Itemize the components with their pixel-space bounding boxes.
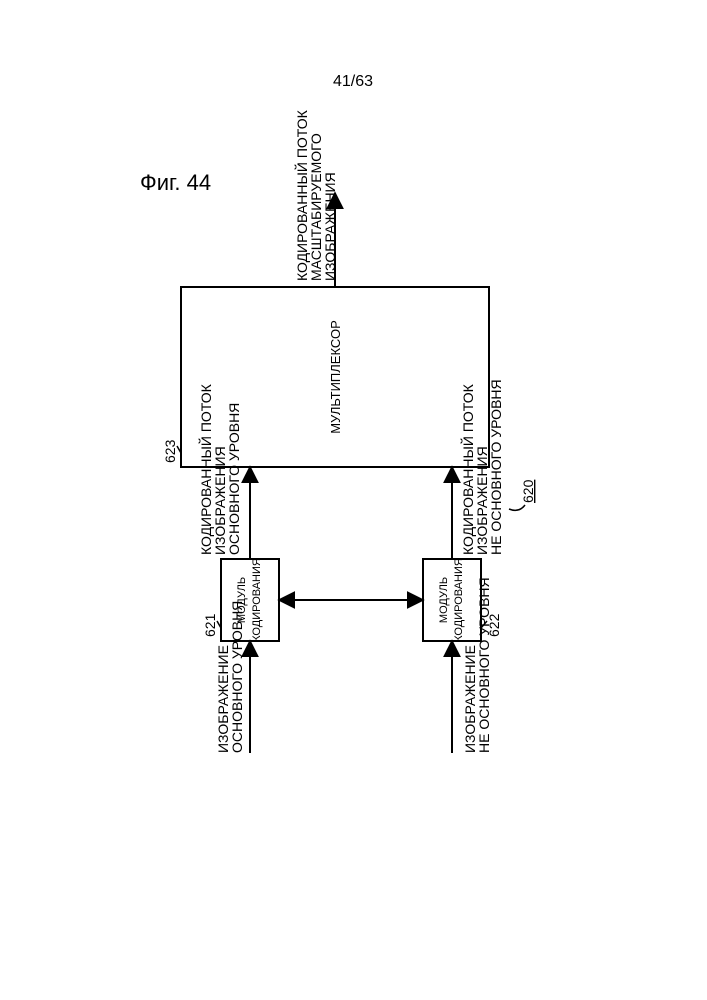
encoder-1-line2: КОДИРОВАНИЯ [251,558,263,642]
encoder-1-ref: 621 [202,613,218,637]
label-out: КОДИРОВАННЫЙ ПОТОК МАСШТАБИРУЕМОГО ИЗОБР… [293,109,338,281]
encoder-2-line2: КОДИРОВАНИЯ [453,558,465,642]
encoder-2-line1: МОДУЛЬ [438,577,450,623]
label-in1: ИЗОБРАЖЕНИЕ ОСНОВНОГО УРОВНЯ [215,601,245,753]
system-ref-tick [509,505,525,510]
multiplexer-label: МУЛЬТИПЛЕКСОР [328,320,343,434]
label-in2-l2: НЕ ОСНОВНОГО УРОВНЯ [476,577,492,753]
multiplexer-ref: 623 [162,439,178,463]
diagram-canvas: 41/63 Фиг. 44 МОДУЛЬ КОДИРОВАНИЯ 621 МОД… [0,0,707,1000]
label-mid2-l3: НЕ ОСНОВНОГО УРОВНЯ [488,379,504,555]
label-mid1-l3: ОСНОВНОГО УРОВНЯ [226,403,242,555]
figure-label: Фиг. 44 [140,170,211,195]
label-in1-l2: ОСНОВНОГО УРОВНЯ [229,601,245,753]
system-ref: 620 [520,479,536,503]
encoder-2-box [423,559,481,641]
label-out-l3: ИЗОБРАЖЕНИЯ [322,172,338,281]
diagram: МОДУЛЬ КОДИРОВАНИЯ 621 МОДУЛЬ КОДИРОВАНИ… [162,109,536,753]
page-number: 41/63 [333,73,373,90]
